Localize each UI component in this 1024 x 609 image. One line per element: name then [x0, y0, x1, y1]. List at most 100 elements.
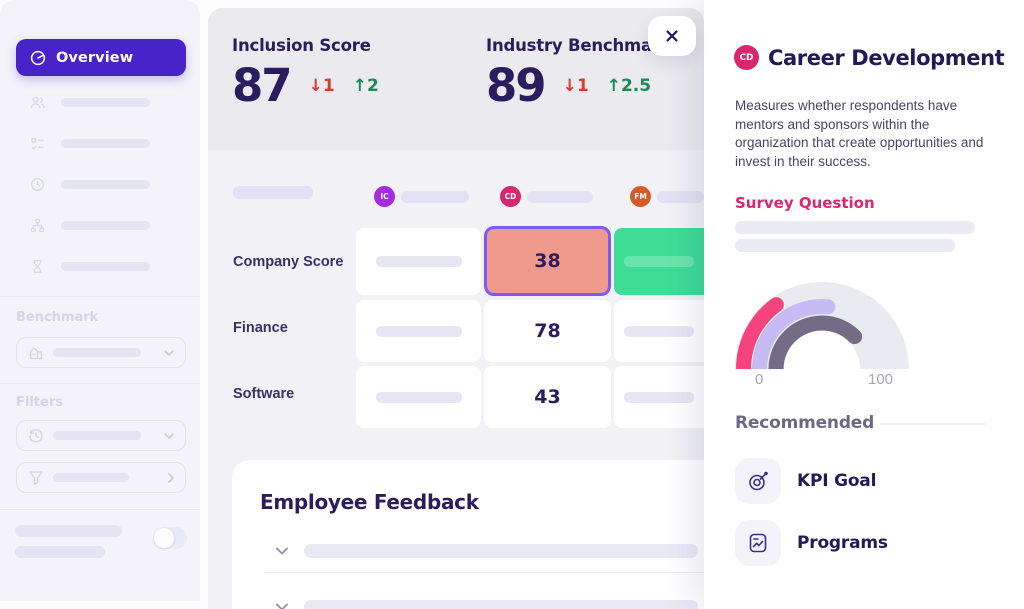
industry-benchmark-value: 89 — [486, 59, 547, 112]
programs-icon-box — [735, 520, 781, 566]
sidebar-item-hourglass[interactable] — [30, 258, 150, 274]
kpi-goal-item[interactable]: KPI Goal — [735, 458, 876, 504]
building-icon — [29, 347, 43, 359]
gauge-arc-inner — [768, 315, 876, 369]
industry-benchmark-decline: ↓1 — [562, 75, 589, 96]
ic-badge: IC — [374, 186, 395, 207]
placeholder-bar — [15, 546, 105, 558]
target-icon — [749, 471, 768, 491]
row-label-company-score: Company Score — [233, 254, 344, 270]
toggle-switch[interactable] — [153, 527, 187, 549]
placeholder-bar — [624, 256, 694, 267]
recommended-label: Recommended — [735, 413, 875, 433]
matrix-column-ic: IC — [374, 186, 469, 207]
funnel-icon — [29, 470, 43, 485]
matrix-cell[interactable] — [356, 228, 481, 295]
placeholder-bar — [53, 431, 141, 440]
matrix-column-fm: FM — [630, 186, 704, 207]
checklist-icon — [31, 137, 44, 150]
filter-dropdown[interactable] — [16, 462, 186, 493]
matrix-cell[interactable] — [614, 300, 704, 362]
fm-badge: FM — [630, 186, 651, 207]
feedback-item[interactable] — [276, 544, 698, 558]
score-gauge — [734, 280, 912, 369]
sidebar-item-checklist[interactable] — [30, 135, 150, 151]
score-summary-band — [208, 8, 704, 150]
inclusion-score-value: 87 — [232, 59, 293, 112]
benchmark-section-label: Benchmark — [16, 310, 99, 325]
toggle-knob — [154, 528, 174, 548]
divider — [0, 296, 200, 297]
document-chart-icon — [749, 533, 767, 553]
placeholder-bar — [375, 391, 462, 403]
matrix-cell[interactable] — [356, 300, 481, 362]
placeholder-bar — [735, 221, 975, 234]
divider — [0, 509, 200, 510]
programs-item[interactable]: Programs — [735, 520, 888, 566]
matrix-column-cd: CD — [500, 186, 593, 207]
matrix-cell-selected[interactable]: 38 — [484, 226, 611, 296]
placeholder-bar — [61, 138, 150, 148]
close-icon — [666, 30, 678, 42]
sidebar-item-overview[interactable]: Overview — [16, 39, 186, 76]
chevron-right-icon — [168, 472, 174, 483]
benchmark-dropdown[interactable] — [16, 337, 186, 368]
sidebar: Overview — [0, 0, 200, 601]
chevron-down-icon — [276, 603, 288, 609]
placeholder-bar — [15, 525, 122, 537]
row-label-software: Software — [233, 386, 295, 402]
programs-label: Programs — [797, 533, 888, 553]
placeholder-bar — [657, 190, 704, 203]
gauge-chart — [735, 282, 910, 369]
career-development-panel: CD Career Development Measures whether r… — [704, 0, 1024, 609]
close-button[interactable] — [648, 16, 696, 56]
employee-feedback-card: Employee Feedback — [232, 460, 704, 609]
matrix-cell[interactable]: 78 — [484, 300, 611, 362]
hourglass-icon — [33, 259, 42, 273]
placeholder-bar — [624, 391, 694, 403]
divider — [264, 572, 704, 573]
inclusion-score-improve: ↑2 — [352, 75, 379, 96]
divider — [0, 383, 200, 384]
placeholder-bar — [527, 190, 593, 203]
kpi-goal-label: KPI Goal — [797, 471, 877, 491]
cd-badge: CD — [500, 186, 521, 207]
time-filter-dropdown[interactable] — [16, 420, 186, 451]
gauge-arc-outer — [736, 282, 910, 369]
feedback-item[interactable] — [276, 600, 698, 609]
matrix-cell[interactable] — [356, 366, 481, 428]
sidebar-item-people[interactable] — [30, 94, 150, 110]
employee-feedback-title: Employee Feedback — [260, 490, 479, 514]
gauge-max-label: 100 — [868, 371, 894, 388]
placeholder-bar — [53, 348, 141, 357]
placeholder-bar — [61, 179, 150, 189]
gauge-min-label: 0 — [755, 371, 764, 388]
panel-header: CD Career Development — [734, 45, 1005, 70]
inclusion-score-card: Inclusion Score 87 ↓1 ↑2 — [232, 36, 379, 108]
placeholder-bar — [624, 325, 694, 337]
chevron-down-icon — [276, 547, 288, 555]
panel-description: Measures whether respondents have mentor… — [735, 98, 984, 169]
placeholder-bar — [61, 220, 150, 230]
placeholder-bar — [304, 600, 698, 609]
sidebar-item-hierarchy[interactable] — [30, 217, 150, 233]
kpi-goal-icon-box — [735, 458, 781, 504]
cd-badge: CD — [734, 45, 759, 70]
gauge-arc-middle — [752, 299, 892, 369]
matrix-corner-header — [233, 186, 313, 199]
sitemap-icon — [30, 218, 45, 232]
sidebar-item-time[interactable] — [30, 176, 150, 192]
matrix-cell[interactable] — [614, 366, 704, 428]
placeholder-bar — [233, 186, 313, 199]
industry-benchmark-card: Industry Benchmark 89 ↓1 ↑2.5 — [486, 36, 671, 108]
survey-question-label: Survey Question — [735, 194, 875, 212]
sidebar-item-label: Overview — [56, 49, 134, 66]
panel-title: Career Development — [768, 45, 1005, 70]
placeholder-bar — [53, 473, 129, 482]
matrix-cell[interactable]: 43 — [484, 366, 611, 428]
divider — [880, 423, 986, 425]
matrix-cell-positive[interactable] — [614, 228, 704, 295]
caret-down-icon — [164, 432, 174, 439]
placeholder-bar — [375, 256, 462, 267]
